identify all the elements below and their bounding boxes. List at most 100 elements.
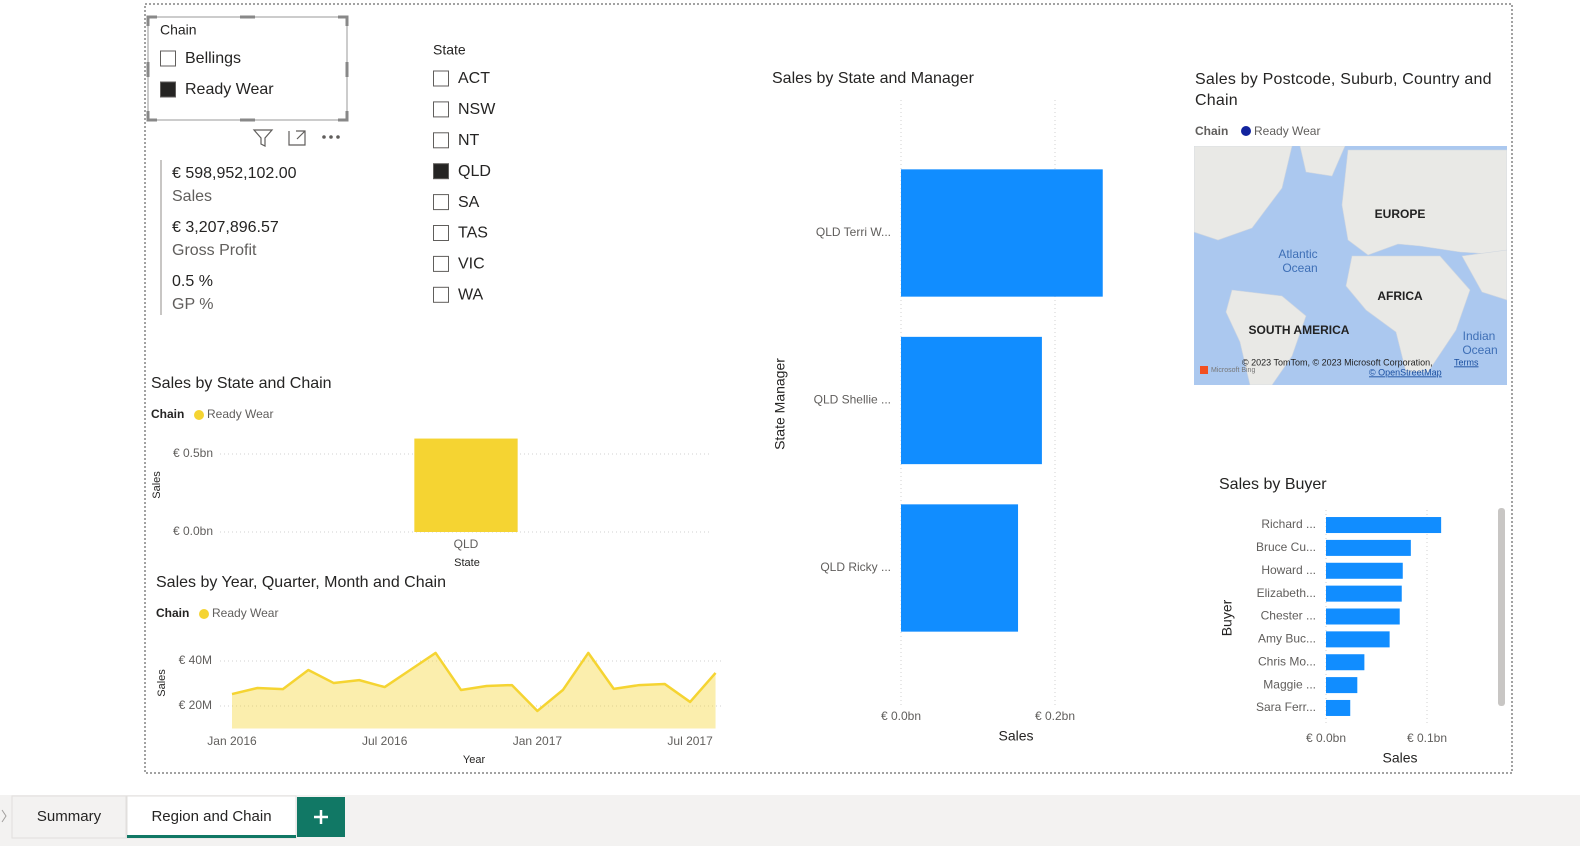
slicer-item[interactable]: QLD [458, 163, 491, 180]
bar[interactable] [414, 438, 518, 532]
y-tick-label: Bruce Cu... [1256, 540, 1316, 554]
slicer-item[interactable]: VIC [458, 256, 485, 273]
bar[interactable] [1326, 562, 1403, 579]
y-tick-label: € 40M [179, 653, 212, 667]
bar[interactable] [1326, 699, 1351, 716]
card-value: € 598,952,102.00 [172, 165, 297, 182]
line [231, 651, 717, 713]
bar[interactable] [901, 504, 1019, 632]
checkbox[interactable] [433, 163, 449, 180]
legend-marker [194, 410, 204, 420]
tab-label[interactable]: Region and Chain [151, 808, 271, 825]
legend-label: Ready Wear [207, 407, 273, 421]
bar[interactable] [1326, 585, 1402, 602]
bar[interactable] [901, 336, 1042, 465]
y-axis-title: Sales [156, 669, 168, 697]
bar[interactable] [1326, 631, 1390, 648]
slicer-item[interactable]: WA [458, 287, 484, 304]
legend-title: Chain [1195, 124, 1228, 138]
map-label: EUROPE [1375, 207, 1426, 221]
chart-title: Sales by State and Chain [151, 375, 332, 392]
y-tick-label: € 20M [179, 698, 212, 712]
legend-label: Ready Wear [212, 606, 278, 620]
bar[interactable] [901, 169, 1103, 297]
map-label: AFRICA [1377, 289, 1423, 303]
checkbox[interactable] [160, 81, 176, 98]
bar[interactable] [1326, 608, 1400, 625]
map-logo [1200, 366, 1208, 374]
slicer-item[interactable]: NSW [458, 101, 496, 118]
y-tick-label: Amy Buc... [1258, 632, 1316, 646]
checkbox[interactable] [433, 70, 449, 87]
slicer-item[interactable]: ACT [458, 70, 490, 87]
x-tick-label: Jan 2017 [513, 734, 563, 748]
tab-indicator [127, 835, 296, 838]
checkbox[interactable] [433, 286, 449, 303]
map-label: Ocean [1462, 343, 1497, 357]
add-page-button[interactable] [297, 797, 345, 837]
y-tick-label: Chester ... [1261, 609, 1316, 623]
checkbox[interactable] [433, 255, 449, 272]
y-axis-title: State Manager [772, 358, 788, 450]
map[interactable] [1194, 146, 1507, 385]
tab[interactable] [11, 795, 127, 839]
x-axis-title: State [454, 557, 480, 569]
scrollbar[interactable] [1498, 508, 1505, 706]
x-tick-label: QLD [454, 537, 479, 551]
tab-label[interactable]: Summary [37, 808, 102, 825]
x-tick-label: € 0.0bn [881, 709, 921, 723]
legend-marker [199, 609, 209, 619]
x-tick-label: Jan 2016 [207, 734, 257, 748]
y-tick-label: Howard ... [1261, 563, 1316, 577]
visual-header-icons[interactable] [252, 129, 340, 147]
bar[interactable] [1326, 517, 1442, 534]
card-label: Gross Profit [172, 242, 257, 259]
checkbox[interactable] [433, 194, 449, 211]
bar[interactable] [1326, 677, 1358, 694]
area [232, 652, 716, 729]
map-terms[interactable]: Terms [1454, 357, 1479, 367]
y-tick-label: € 0.0bn [173, 524, 213, 538]
x-tick-label: € 0.1bn [1407, 731, 1447, 745]
chart-title: Sales by Buyer [1219, 476, 1327, 493]
legend-label: Ready Wear [1254, 124, 1320, 138]
checkbox[interactable] [433, 225, 449, 241]
map-logo-text: Microsoft Bing [1211, 367, 1255, 374]
y-axis-title: Sales [151, 471, 163, 499]
bar[interactable] [1326, 654, 1365, 671]
tab[interactable] [126, 795, 297, 839]
checkbox[interactable] [433, 101, 449, 118]
slicer-item[interactable]: Ready Wear [185, 81, 274, 98]
card-label: GP % [172, 296, 214, 313]
bar[interactable] [1326, 539, 1411, 556]
slicer-item[interactable]: Bellings [185, 50, 241, 67]
map-attribution: © 2023 TomTom, © 2023 Microsoft Corporat… [1242, 357, 1433, 367]
x-tick-label: € 0.2bn [1035, 709, 1075, 723]
legend-marker [1241, 126, 1251, 136]
card-value: 0.5 % [172, 273, 213, 290]
y-tick-label: QLD Shellie ... [814, 393, 891, 407]
x-tick-label: Jul 2017 [667, 734, 713, 748]
x-tick-label: Jul 2016 [362, 734, 408, 748]
chart-title: Sales by State and Manager [772, 70, 975, 87]
map-title: Sales by Postcode, Suburb, Country and C… [1195, 71, 1492, 109]
x-axis-title: Sales [998, 728, 1033, 744]
slicer-item[interactable]: NT [458, 132, 480, 149]
y-tick-label: Maggie ... [1263, 677, 1316, 691]
checkbox[interactable] [433, 132, 449, 149]
tab-scroll-arrow[interactable] [1, 809, 7, 823]
slicer-item[interactable]: TAS [458, 225, 488, 242]
map-label: Atlantic [1278, 247, 1317, 261]
card-label: Sales [172, 188, 212, 205]
y-tick-label: Chris Mo... [1258, 654, 1316, 668]
y-tick-label: Sara Ferr... [1256, 700, 1316, 714]
slicer-title: State [433, 42, 466, 58]
slicer-item[interactable]: SA [458, 194, 480, 211]
map-label: Indian [1463, 329, 1496, 343]
x-axis-title: Year [463, 754, 486, 766]
checkbox[interactable] [160, 50, 176, 67]
y-tick-label: QLD Ricky ... [820, 560, 891, 574]
map-osm[interactable]: © OpenStreetMap [1369, 367, 1442, 377]
